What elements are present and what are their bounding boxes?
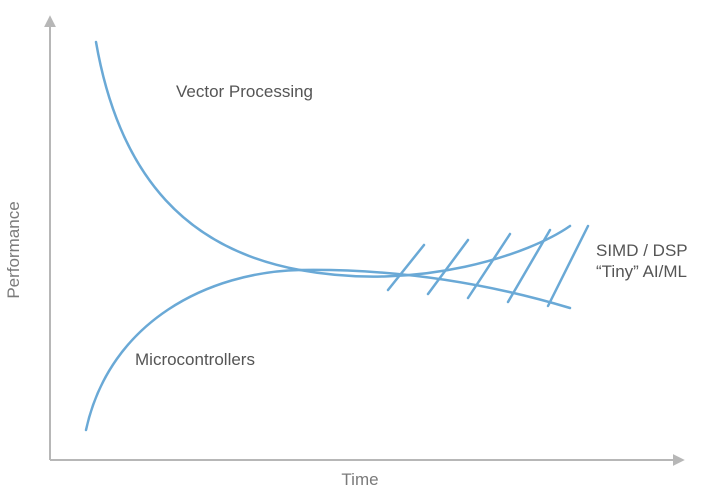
annotation-line-2: “Tiny” AI/ML [596,261,688,282]
convergence-annotation: SIMD / DSP “Tiny” AI/ML [596,240,688,283]
vector-processing-label: Vector Processing [176,82,313,102]
y-axis-label: Performance [4,201,24,298]
annotation-line-1: SIMD / DSP [596,240,688,261]
convergence-chart: Performance Time Vector Processing Micro… [0,0,719,504]
microcontrollers-label: Microcontrollers [135,350,255,370]
x-axis-label: Time [341,470,378,490]
